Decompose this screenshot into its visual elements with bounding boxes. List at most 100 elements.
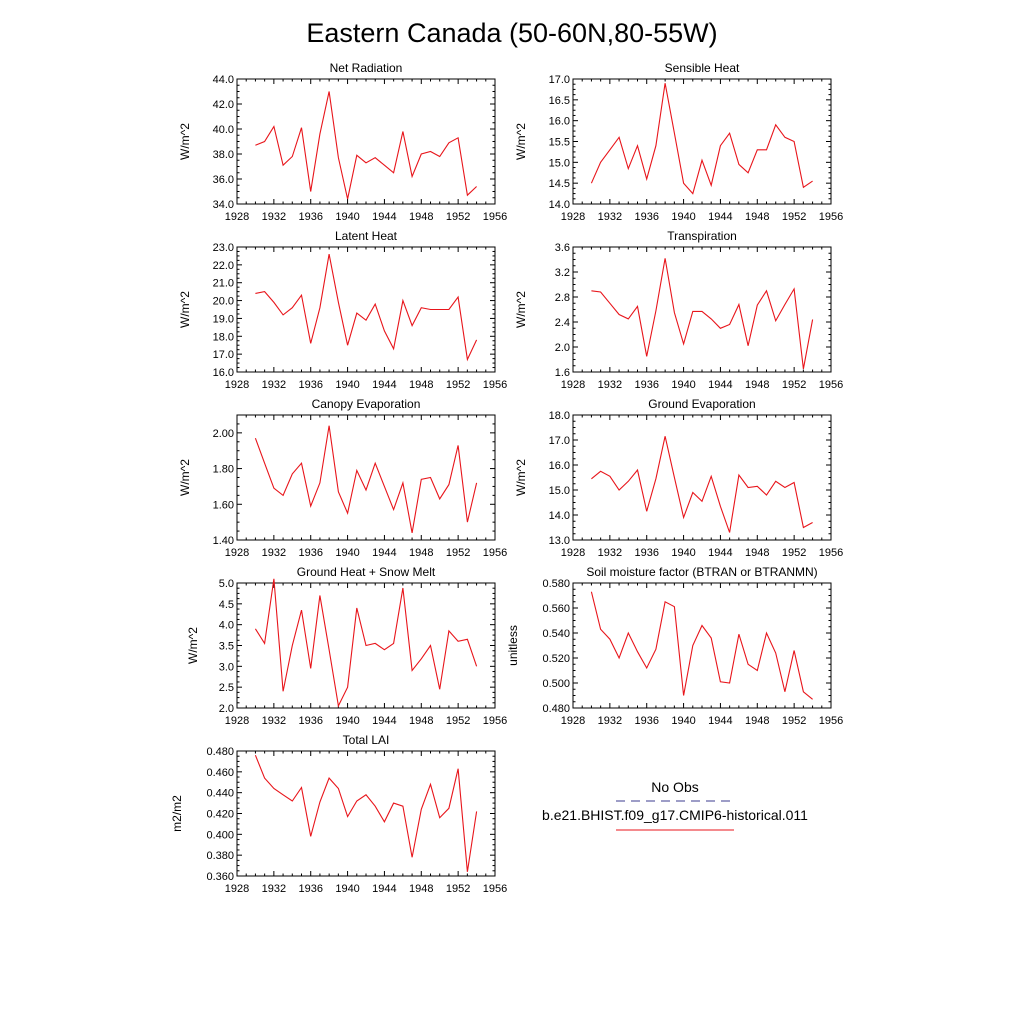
y-axis-label: W/m^2 <box>514 123 528 160</box>
x-tick-label: 1952 <box>446 211 470 223</box>
y-tick-label: 0.540 <box>542 628 570 640</box>
y-tick-label: 1.80 <box>213 464 234 476</box>
legend-obs-label: No Obs <box>651 779 698 795</box>
x-tick-label: 1940 <box>671 715 695 727</box>
y-tick-label: 17.0 <box>549 74 570 86</box>
panel-6: Ground Evaporation W/m^2 1928 1932 1936 1940 1… <box>514 397 843 559</box>
y-axis-label: unitless <box>506 625 520 666</box>
series-line <box>254 578 478 708</box>
y-axis-label: W/m^2 <box>178 123 192 160</box>
y-tick-label: 2.00 <box>213 428 234 440</box>
y-tick-label: 36.0 <box>213 174 234 186</box>
x-tick-label: 1932 <box>262 715 286 727</box>
plot-frame <box>572 582 832 709</box>
y-tick-label: 0.580 <box>542 578 570 590</box>
y-tick-label: 22.0 <box>213 260 234 272</box>
x-tick-label: 1932 <box>598 211 622 223</box>
y-tick-label: 4.0 <box>219 620 234 632</box>
series-line <box>590 591 813 700</box>
y-tick-label: 0.380 <box>206 850 234 862</box>
x-tick-label: 1944 <box>372 715 396 727</box>
x-tick-label: 1944 <box>372 547 396 559</box>
plot-frame <box>236 750 496 877</box>
y-tick-label: 15.5 <box>549 137 570 149</box>
panel-title: Ground Evaporation <box>648 397 755 411</box>
x-tick-label: 1956 <box>483 211 507 223</box>
x-tick-label: 1952 <box>446 379 470 391</box>
x-tick-label: 1956 <box>483 715 507 727</box>
y-tick-label: 15.0 <box>549 485 570 497</box>
panel-title: Canopy Evaporation <box>312 397 421 411</box>
x-tick-label: 1956 <box>483 379 507 391</box>
y-tick-label: 42.0 <box>213 99 234 111</box>
plot-frame <box>236 78 496 205</box>
x-tick-label: 1952 <box>782 715 806 727</box>
y-tick-label: 0.360 <box>206 871 234 883</box>
x-tick-label: 1940 <box>671 211 695 223</box>
y-tick-label: 18.0 <box>549 410 570 422</box>
panel-2: Sensible Heat W/m^2 1928 1932 1936 1940 1944 19… <box>514 61 843 223</box>
y-tick-label: 0.440 <box>206 788 234 800</box>
x-tick-label: 1948 <box>745 715 769 727</box>
plot-frame <box>236 414 496 541</box>
panel-title: Latent Heat <box>335 229 398 243</box>
x-tick-label: 1936 <box>298 547 322 559</box>
x-tick-label: 1956 <box>819 211 843 223</box>
y-tick-label: 0.520 <box>542 653 570 665</box>
x-tick-label: 1932 <box>262 211 286 223</box>
x-tick-label: 1932 <box>262 547 286 559</box>
panel-8: Soil moisture factor (BTRAN or BTRANMN) u… <box>506 565 843 727</box>
y-tick-label: 1.60 <box>213 499 234 511</box>
y-tick-label: 14.0 <box>549 199 570 211</box>
y-tick-label: 16.0 <box>213 367 234 379</box>
y-tick-label: 38.0 <box>213 149 234 161</box>
y-axis-label: m2/m2 <box>170 795 184 832</box>
x-tick-label: 1948 <box>745 547 769 559</box>
series-line <box>591 436 813 533</box>
x-tick-label: 1944 <box>372 379 396 391</box>
plot-frame <box>572 78 832 205</box>
x-tick-label: 1936 <box>298 883 322 895</box>
panel-title: Soil moisture factor (BTRAN or BTRANMN) <box>586 565 817 579</box>
y-tick-label: 40.0 <box>213 124 234 136</box>
y-axis-label: W/m^2 <box>514 291 528 328</box>
y-tick-label: 15.0 <box>549 157 570 169</box>
y-tick-label: 17.0 <box>213 349 234 361</box>
panel-title: Total LAI <box>343 733 390 747</box>
x-tick-label: 1952 <box>446 547 470 559</box>
series-line <box>255 253 478 362</box>
x-tick-label: 1928 <box>561 547 585 559</box>
x-tick-label: 1952 <box>782 547 806 559</box>
legend-case-label: b.e21.BHIST.f09_g17.CMIP6-historical.011 <box>542 807 808 823</box>
y-axis-label: W/m^2 <box>186 627 200 664</box>
y-tick-label: 1.40 <box>213 535 234 547</box>
panel-4: Transpiration W/m^2 1928 1932 1936 1940 1944 19… <box>514 229 843 391</box>
x-tick-label: 1928 <box>561 211 585 223</box>
plot-frame <box>572 414 832 541</box>
x-tick-label: 1936 <box>298 379 322 391</box>
x-tick-label: 1948 <box>409 883 433 895</box>
x-tick-label: 1948 <box>409 715 433 727</box>
x-tick-label: 1948 <box>745 211 769 223</box>
x-tick-label: 1944 <box>372 883 396 895</box>
x-tick-label: 1940 <box>335 547 359 559</box>
x-tick-label: 1936 <box>634 379 658 391</box>
y-tick-label: 0.560 <box>542 603 570 615</box>
x-tick-label: 1956 <box>819 715 843 727</box>
panel-title: Sensible Heat <box>665 61 740 75</box>
y-tick-label: 23.0 <box>213 242 234 254</box>
x-tick-label: 1936 <box>298 715 322 727</box>
y-axis-label: W/m^2 <box>178 459 192 496</box>
x-tick-label: 1944 <box>708 547 732 559</box>
x-tick-label: 1956 <box>483 547 507 559</box>
y-tick-label: 16.0 <box>549 460 570 472</box>
panel-title: Transpiration <box>667 229 737 243</box>
panel-title: Ground Heat + Snow Melt <box>297 565 436 579</box>
y-tick-label: 0.400 <box>206 829 234 841</box>
x-tick-label: 1944 <box>372 211 396 223</box>
y-tick-label: 3.6 <box>555 242 570 254</box>
series-line <box>254 754 478 872</box>
y-tick-label: 14.5 <box>549 178 570 190</box>
y-tick-label: 14.0 <box>549 510 570 522</box>
x-tick-label: 1952 <box>446 715 470 727</box>
